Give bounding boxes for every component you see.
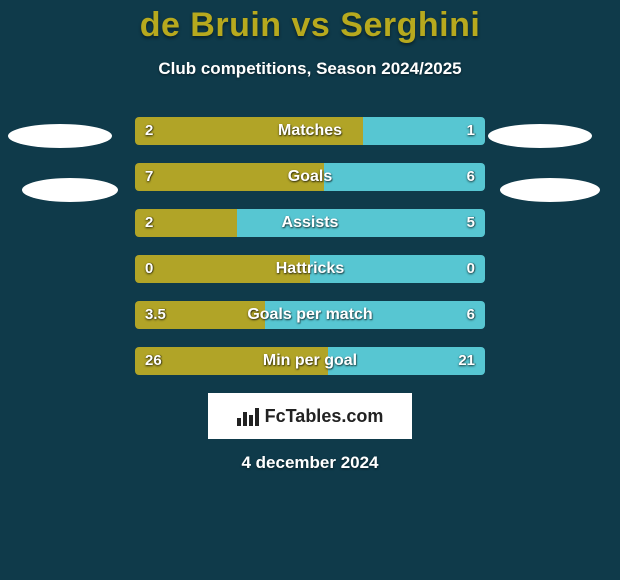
value-right: 1 (467, 117, 475, 145)
page-title: de Bruin vs Serghini (0, 6, 620, 45)
metric-row: 3.56Goals per match (0, 301, 620, 329)
decorative-ellipse (22, 178, 118, 202)
value-left: 2 (145, 209, 153, 237)
bar-left (135, 117, 363, 145)
bar-left (135, 347, 328, 375)
bar-right (237, 209, 486, 237)
chart-area: 21Matches76Goals25Assists00Hattricks3.56… (0, 117, 620, 375)
value-right: 5 (467, 209, 475, 237)
bar-chart-icon (237, 406, 259, 426)
bar-left (135, 255, 310, 283)
bar-left (135, 163, 324, 191)
decorative-ellipse (500, 178, 600, 202)
bar-track (135, 209, 485, 237)
value-right: 6 (467, 301, 475, 329)
value-left: 7 (145, 163, 153, 191)
bar-track (135, 301, 485, 329)
comparison-infographic: de Bruin vs Serghini Club competitions, … (0, 0, 620, 580)
value-left: 26 (145, 347, 162, 375)
bar-track (135, 347, 485, 375)
bar-right (324, 163, 485, 191)
value-right: 0 (467, 255, 475, 283)
value-right: 21 (458, 347, 475, 375)
bar-right (265, 301, 486, 329)
bar-track (135, 163, 485, 191)
decorative-ellipse (488, 124, 592, 148)
decorative-ellipse (8, 124, 112, 148)
subtitle: Club competitions, Season 2024/2025 (0, 59, 620, 79)
metric-row: 2621Min per goal (0, 347, 620, 375)
value-left: 3.5 (145, 301, 166, 329)
value-right: 6 (467, 163, 475, 191)
bar-right (310, 255, 485, 283)
date-line: 4 december 2024 (0, 453, 620, 473)
value-left: 0 (145, 255, 153, 283)
bar-track (135, 255, 485, 283)
bar-track (135, 117, 485, 145)
metric-row: 25Assists (0, 209, 620, 237)
value-left: 2 (145, 117, 153, 145)
source-logo-text: FcTables.com (265, 406, 384, 427)
metric-row: 00Hattricks (0, 255, 620, 283)
source-logo: FcTables.com (208, 393, 412, 439)
